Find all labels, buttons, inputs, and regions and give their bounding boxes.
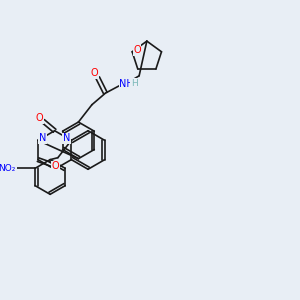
Text: N: N [39, 134, 46, 143]
Text: NO₂: NO₂ [0, 164, 16, 173]
Text: O: O [133, 45, 141, 55]
Text: O: O [91, 68, 99, 78]
Text: O: O [52, 161, 59, 171]
Text: H: H [131, 79, 138, 88]
Text: O: O [35, 113, 43, 123]
Text: N: N [63, 134, 70, 143]
Text: N: N [39, 134, 46, 143]
Text: N: N [63, 134, 70, 143]
Text: NH: NH [119, 79, 134, 88]
